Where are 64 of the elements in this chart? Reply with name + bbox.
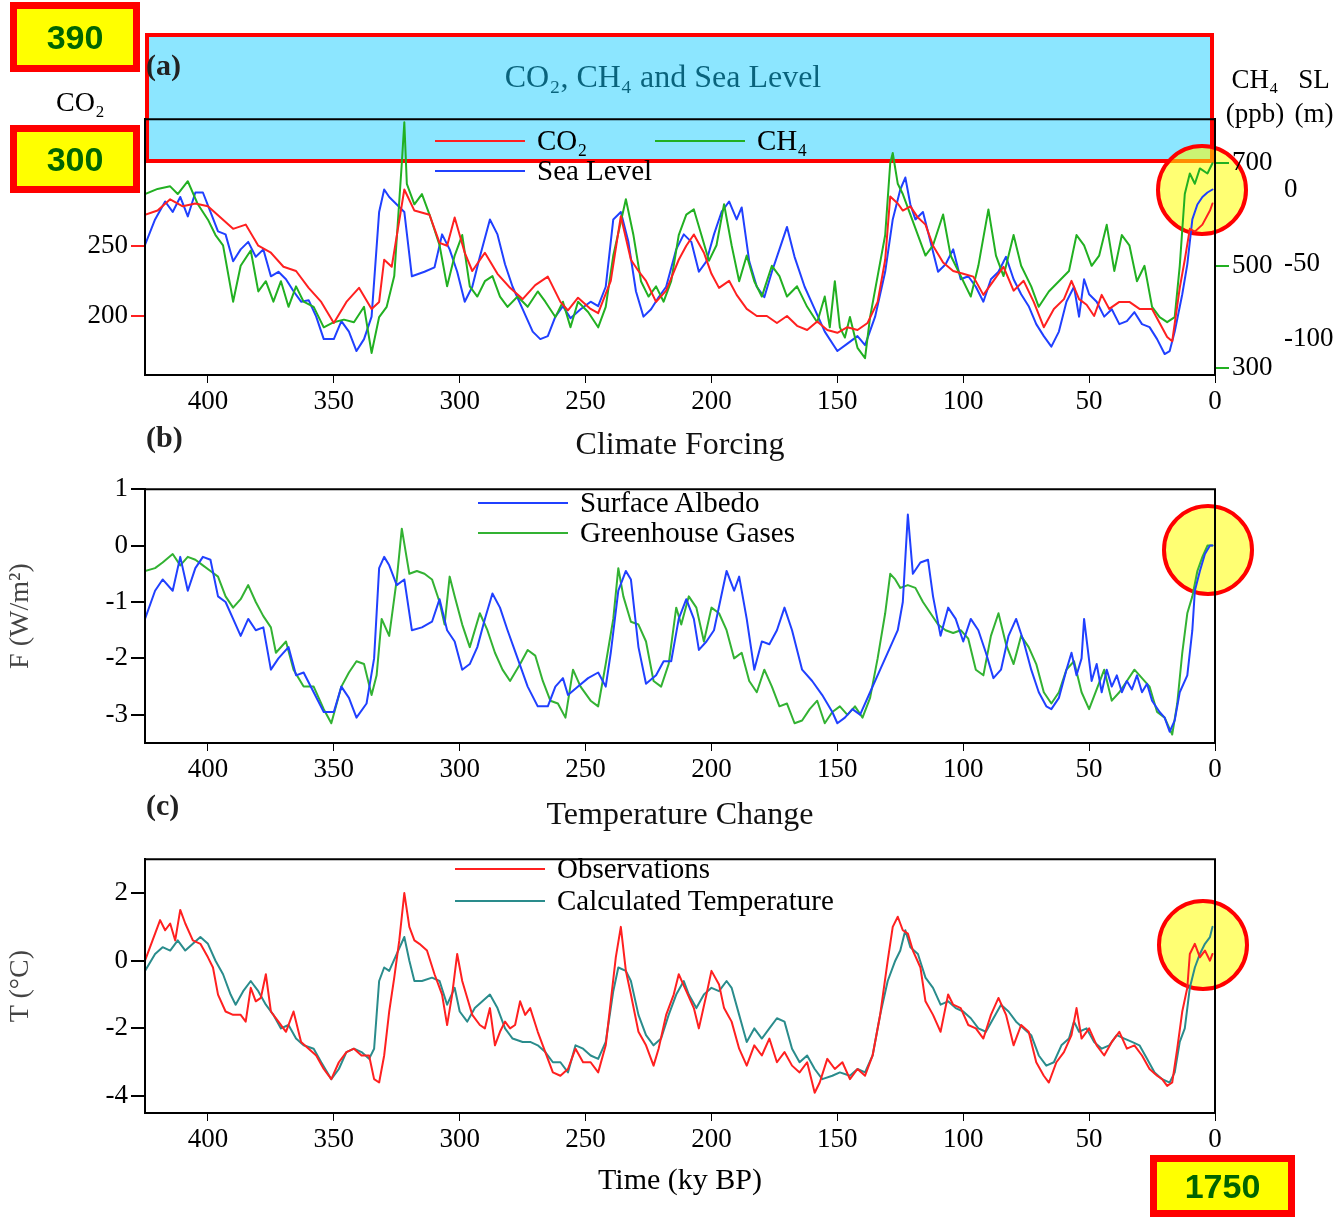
legend-label: CH₄ (757, 124, 808, 157)
x-tick-label: 50 (1075, 753, 1103, 784)
x-tick-label: 50 (1075, 385, 1103, 416)
y-tick-label: 250 (87, 228, 128, 259)
x-tick-label: 400 (187, 385, 229, 416)
y-axis-title: CO₂ (56, 86, 105, 118)
legend-label: CO₂ (537, 124, 588, 157)
x-tick-label: 300 (439, 385, 480, 416)
x-tick-label: 0 (1208, 385, 1222, 416)
x-tick-label: 150 (817, 1123, 858, 1154)
x-tick-label: 350 (313, 385, 355, 416)
y-tick-label: 0 (114, 943, 128, 974)
x-tick-label: 250 (565, 385, 606, 416)
x-axis-title: Time (ky BP) (598, 1161, 762, 1196)
chart-title: Climate Forcing (574, 425, 786, 462)
y-tick-label: 1 (114, 472, 128, 503)
y3-tick-label: -100 (1284, 322, 1334, 353)
x-tick-label: 200 (691, 753, 732, 784)
y-tick-label: -4 (105, 1079, 129, 1110)
y-tick-label: -1 (105, 585, 128, 616)
x-tick-label: 100 (942, 385, 984, 416)
text: 300 (10, 125, 140, 193)
x-tick-label: 100 (942, 753, 984, 784)
x-tick-label: 200 (691, 385, 732, 416)
text: 1750 (1150, 1155, 1295, 1217)
x-tick-label: 50 (1075, 1123, 1103, 1154)
legend-label: Greenhouse Gases (580, 516, 796, 549)
y-tick-label: 2 (114, 876, 128, 907)
legend-label: Calculated Temperature (557, 884, 834, 917)
x-tick-label: 250 (565, 1123, 606, 1154)
text: (c) (146, 788, 180, 822)
y3-tick-label: -50 (1284, 247, 1320, 278)
y3-tick-label: 0 (1284, 172, 1298, 203)
x-tick-label: 350 (313, 753, 355, 784)
x-tick-label: 300 (439, 753, 480, 784)
x-tick-label: 400 (187, 1123, 229, 1154)
x-tick-label: 300 (439, 1123, 480, 1154)
legend-label: Observations (557, 852, 711, 885)
y2-tick-label: 500 (1232, 248, 1273, 279)
y-tick-label: 0 (114, 528, 128, 559)
legend-label: Surface Albedo (580, 486, 760, 519)
y3-axis-title: SL (m) (1293, 63, 1335, 130)
x-tick-label: 150 (817, 385, 858, 416)
y2-tick-label: 700 (1232, 146, 1273, 177)
text: 390 (10, 2, 140, 72)
y-tick-label: 200 (87, 299, 128, 330)
chart-title: Temperature Change (545, 795, 815, 832)
x-tick-label: 400 (187, 753, 229, 784)
y-axis-title: T (°C) (3, 950, 35, 1023)
y-tick-label: -2 (105, 1011, 128, 1042)
x-tick-label: 0 (1208, 1123, 1222, 1154)
text: (b) (146, 420, 183, 454)
x-tick-label: 200 (691, 1123, 732, 1154)
x-tick-label: 150 (817, 753, 858, 784)
x-tick-label: 0 (1208, 753, 1222, 784)
y-tick-label: -3 (105, 697, 128, 728)
x-tick-label: 100 (942, 1123, 984, 1154)
y2-axis-title: CH₄ (ppb) (1224, 63, 1286, 130)
x-tick-label: 250 (565, 753, 606, 784)
x-tick-label: 350 (313, 1123, 355, 1154)
chart-title: CO₂, CH₄ and Sea Level (503, 58, 823, 95)
y2-tick-label: 300 (1232, 351, 1273, 382)
y-axis-title: F (W/m²) (3, 563, 35, 669)
y-tick-label: -2 (105, 641, 128, 672)
